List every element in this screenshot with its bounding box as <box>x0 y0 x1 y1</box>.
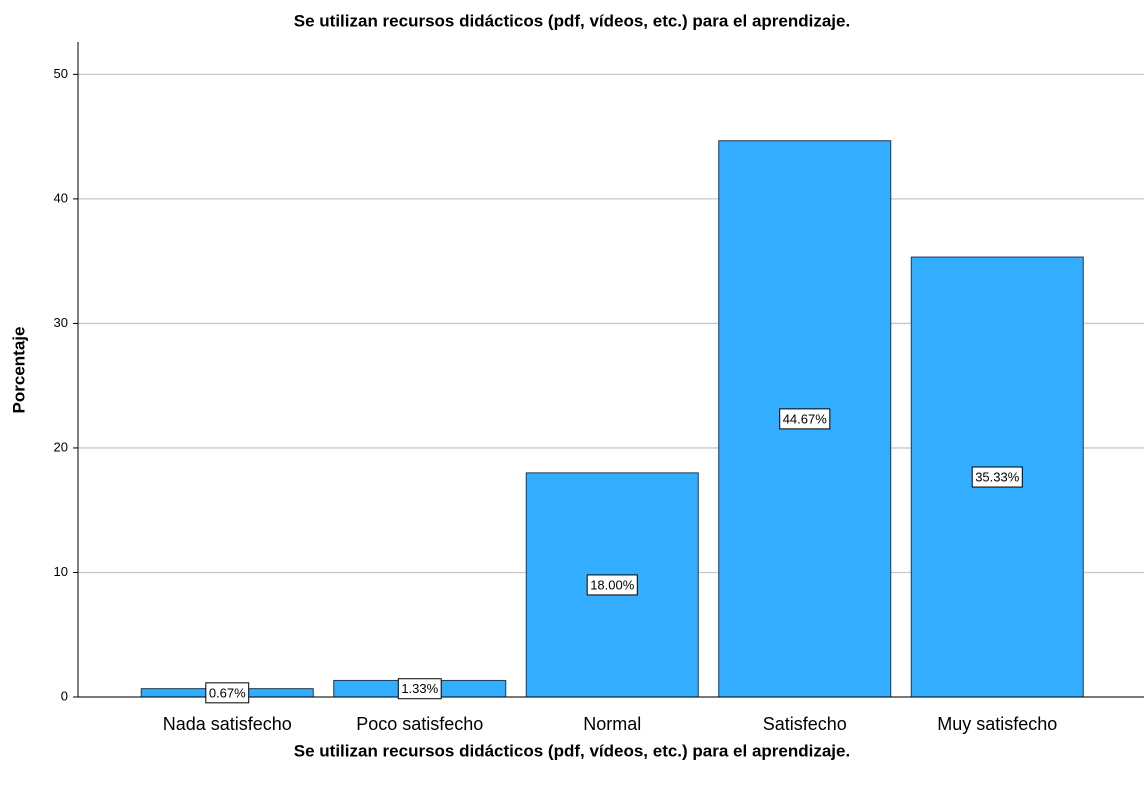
x-tick-label: Nada satisfecho <box>163 714 292 734</box>
y-tick-label: 50 <box>54 66 68 81</box>
y-axis-title: Porcentaje <box>9 327 28 414</box>
x-tick-label: Normal <box>583 714 641 734</box>
value-label: 0.67% <box>209 685 246 700</box>
x-tick-label: Satisfecho <box>763 714 847 734</box>
chart-title: Se utilizan recursos didácticos (pdf, ví… <box>294 11 850 30</box>
value-label-box <box>586 574 638 596</box>
y-tick-label: 10 <box>54 564 68 579</box>
value-label-box <box>205 682 250 704</box>
value-label-box <box>779 408 831 430</box>
y-tick-label: 0 <box>61 688 68 703</box>
y-tick-label: 30 <box>54 315 68 330</box>
value-label: 1.33% <box>401 681 438 696</box>
value-label: 35.33% <box>975 469 1020 484</box>
y-tick-label: 40 <box>54 190 68 205</box>
value-label: 44.67% <box>783 411 828 426</box>
x-tick-label: Poco satisfecho <box>356 714 483 734</box>
x-tick-label: Muy satisfecho <box>937 714 1057 734</box>
value-label: 18.00% <box>590 577 635 592</box>
y-tick-label: 20 <box>54 439 68 454</box>
x-axis-title: Se utilizan recursos didácticos (pdf, ví… <box>294 741 850 760</box>
value-label-box <box>971 466 1023 488</box>
value-label-box <box>397 678 442 700</box>
